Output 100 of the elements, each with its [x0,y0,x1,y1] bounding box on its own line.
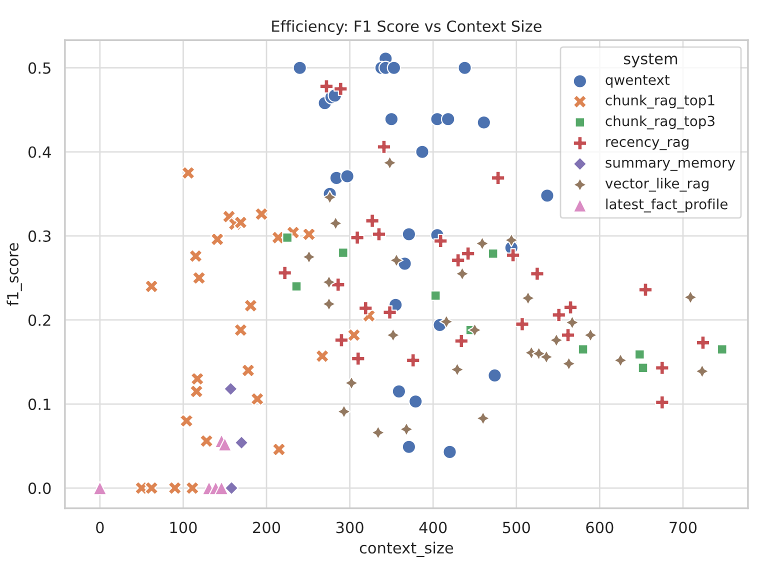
point [458,60,472,75]
point [450,253,466,268]
point [224,480,239,496]
point [382,305,397,320]
point [476,411,490,426]
point [476,115,492,130]
point [282,232,293,243]
point [504,233,519,248]
point [515,317,530,332]
point [578,344,588,355]
point [655,360,670,376]
point [552,308,566,322]
point [334,82,348,96]
point [386,328,400,342]
chart-title: Efficiency: F1 Score vs Context Size [272,20,542,35]
x-tick-label: 0 [96,522,104,534]
point [350,230,364,245]
point [430,290,441,301]
point [562,356,576,371]
point [188,248,203,264]
y-tick-label: 0.5 [28,62,50,74]
point [344,376,359,390]
point [214,480,229,496]
point [331,278,346,292]
point [408,394,423,409]
y-axis-title: f1_score [6,243,22,306]
point [272,442,286,457]
point [315,348,330,364]
point [399,422,414,436]
point [210,232,225,246]
point [292,60,307,75]
point [560,328,576,342]
point [179,414,194,428]
x-tick-label: 200 [253,522,280,534]
point [638,362,648,374]
point [334,333,349,348]
point [328,216,343,230]
point [350,352,366,366]
point [490,170,506,186]
point [302,227,316,242]
legend-label: recency_rag [606,139,688,150]
point [415,144,430,160]
point [185,480,200,496]
y-tick-label: 0.4 [28,146,51,158]
point [442,444,457,460]
point [336,404,352,419]
point [384,112,399,126]
point [181,166,196,180]
point [365,214,380,228]
point [144,279,159,294]
point [250,392,264,406]
point [338,248,348,258]
point [520,290,536,306]
point [439,314,454,329]
point [655,395,670,410]
point [468,322,482,338]
point [199,434,214,448]
point [389,253,404,268]
point [638,282,653,297]
point [372,227,386,242]
point [402,227,416,242]
point [695,364,710,378]
point [433,234,448,248]
x-tick-label: 300 [336,522,364,534]
point [613,353,628,368]
point [346,328,362,342]
y-tick-label: 0.0 [28,482,51,494]
point [319,79,334,94]
point [291,281,302,292]
x-tick-label: 500 [502,522,530,534]
point [460,246,476,261]
point [565,315,580,330]
legend-label: chunk_rag_top3 [606,116,714,130]
point [189,384,204,399]
point [168,480,182,496]
point [322,296,336,312]
point [218,437,232,452]
point [340,169,354,184]
y-tick-label: 0.2 [28,314,50,326]
point [370,425,386,440]
point [254,206,269,222]
point [455,266,470,281]
point [539,350,554,364]
point [402,440,416,454]
legend-label: qwentext [606,75,670,88]
point [506,248,520,262]
point [322,190,337,204]
point [386,60,402,75]
point [454,334,469,348]
point [244,298,258,313]
point [450,362,464,377]
point [440,112,456,126]
point [549,333,564,348]
legend-label: latest_fact_profile [606,198,728,212]
point [683,290,698,304]
y-tick-label: 0.3 [28,230,51,242]
x-tick-label: 600 [586,522,614,534]
point [190,372,205,386]
point [144,480,159,496]
x-tick-label: 100 [170,522,197,534]
